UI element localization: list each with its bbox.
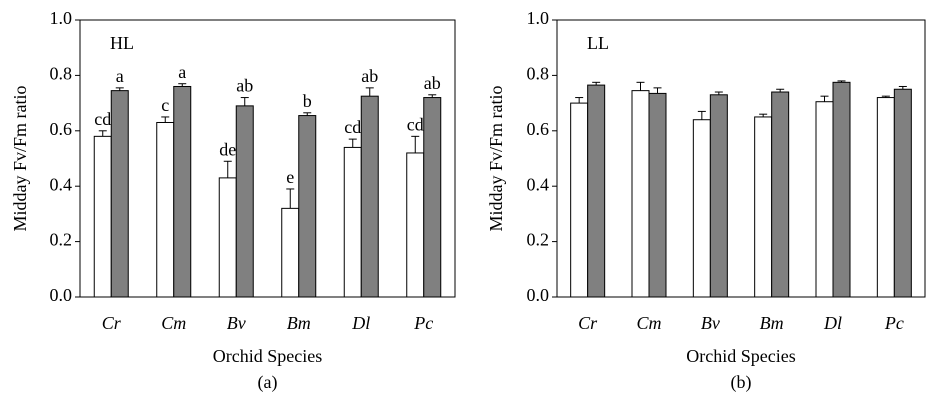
x-tick-label: Dl [351,313,370,333]
x-tick-label: Bv [227,313,246,333]
significance-label: a [116,66,124,86]
bar [771,91,790,298]
bar [815,101,834,298]
y-axis-title: Midday Fv/Fm ratio [10,85,30,231]
significance-label: ab [361,66,378,86]
x-axis-title: Orchid Species [213,346,322,366]
significance-label: ab [424,73,441,93]
bar [298,115,317,298]
y-axis-title: Midday Fv/Fm ratio [486,85,506,231]
x-tick-label: Pc [884,313,904,333]
y-tick-label: 0.8 [527,64,550,84]
bar [570,102,589,298]
y-tick-label: 0.4 [50,174,73,194]
y-tick-label: 0.0 [50,285,73,305]
bar [876,97,895,298]
bar [281,207,300,298]
bar [343,146,362,298]
significance-label: a [178,62,186,82]
significance-label: cd [344,117,361,137]
x-tick-label: Cr [102,313,122,333]
x-tick-label: Cr [578,313,598,333]
significance-label: c [161,95,169,115]
x-tick-label: Cm [161,313,186,333]
x-axis-title: Orchid Species [686,346,795,366]
y-tick-label: 1.0 [527,8,550,28]
y-tick-label: 0.2 [50,230,73,250]
bar [423,97,442,298]
bar [893,88,912,298]
x-tick-label: Dl [823,313,842,333]
plot-frame [556,19,926,298]
bar [648,92,667,298]
bar [709,94,728,298]
y-tick-label: 0.6 [527,119,550,139]
y-tick-label: 1.0 [50,8,73,28]
y-tick-label: 0.0 [527,285,550,305]
bar [832,81,851,298]
y-tick-label: 0.2 [527,230,550,250]
x-tick-label: Bm [287,313,311,333]
significance-label: cd [407,114,424,134]
bar [754,116,773,298]
y-tick-label: 0.4 [527,174,550,194]
plot-frame [79,19,456,298]
bar [173,85,192,298]
significance-label: ab [236,76,253,96]
x-tick-label: Bm [760,313,784,333]
significance-label: b [303,91,312,111]
x-tick-label: Cm [636,313,661,333]
bar [93,135,112,298]
bar [587,84,606,298]
x-tick-label: Bv [701,313,720,333]
y-tick-label: 0.8 [50,64,73,84]
bar [631,90,650,298]
significance-label: e [286,167,294,187]
significance-label: cd [94,109,111,129]
bar [218,177,237,298]
panel-label: HL [110,33,134,53]
caption: (b) [731,372,752,393]
bar [110,90,129,298]
significance-label: de [219,139,236,159]
bar [360,95,379,298]
y-tick-label: 0.6 [50,119,73,139]
bar [235,105,254,298]
bar [156,121,175,298]
caption: (a) [258,372,278,393]
x-tick-label: Pc [413,313,433,333]
panel-label: LL [587,33,609,53]
bar [406,152,425,298]
bar [692,119,711,298]
